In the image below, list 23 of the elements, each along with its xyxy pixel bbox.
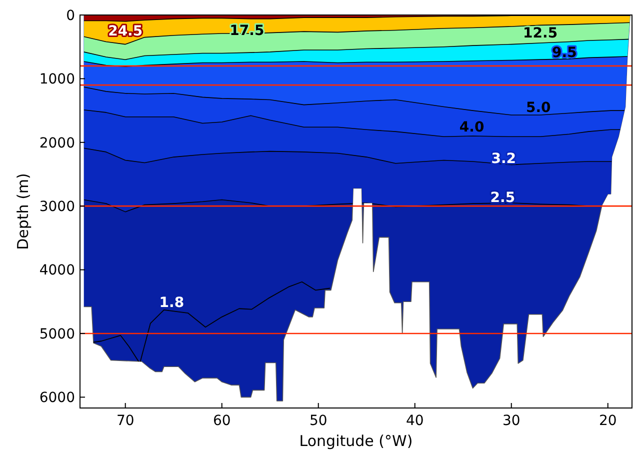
y-axis-title: Depth (m) [14, 173, 32, 250]
x-tick-label: 60 [212, 413, 231, 429]
y-tick-label: 3000 [39, 198, 75, 215]
y-tick-label: 0 [66, 8, 75, 24]
annotation: 24.5 [108, 23, 143, 40]
y-tick-label: 1000 [39, 72, 75, 88]
annotation: 12.5 [523, 25, 558, 42]
y-tick-label: 5000 [39, 326, 75, 342]
annotation: 9.5 [552, 45, 577, 62]
y-tick-label: 4000 [39, 262, 75, 279]
x-tick-label: 40 [406, 413, 424, 429]
annotation: 1.8 [159, 294, 184, 311]
y-tick-label: 6000 [39, 390, 75, 406]
y-tick-label: 2000 [39, 135, 75, 152]
annotation: 4.0 [459, 120, 484, 136]
x-tick-label: 70 [116, 413, 134, 429]
annotation: 2.5 [490, 190, 516, 206]
x-tick-label: 20 [598, 413, 617, 429]
x-tick-label: 30 [502, 413, 520, 429]
annotation: 5.0 [526, 100, 552, 116]
annotation: 3.2 [491, 150, 516, 167]
x-tick-label: 50 [309, 413, 328, 429]
x-axis-title: Longitude (°W) [299, 432, 413, 450]
